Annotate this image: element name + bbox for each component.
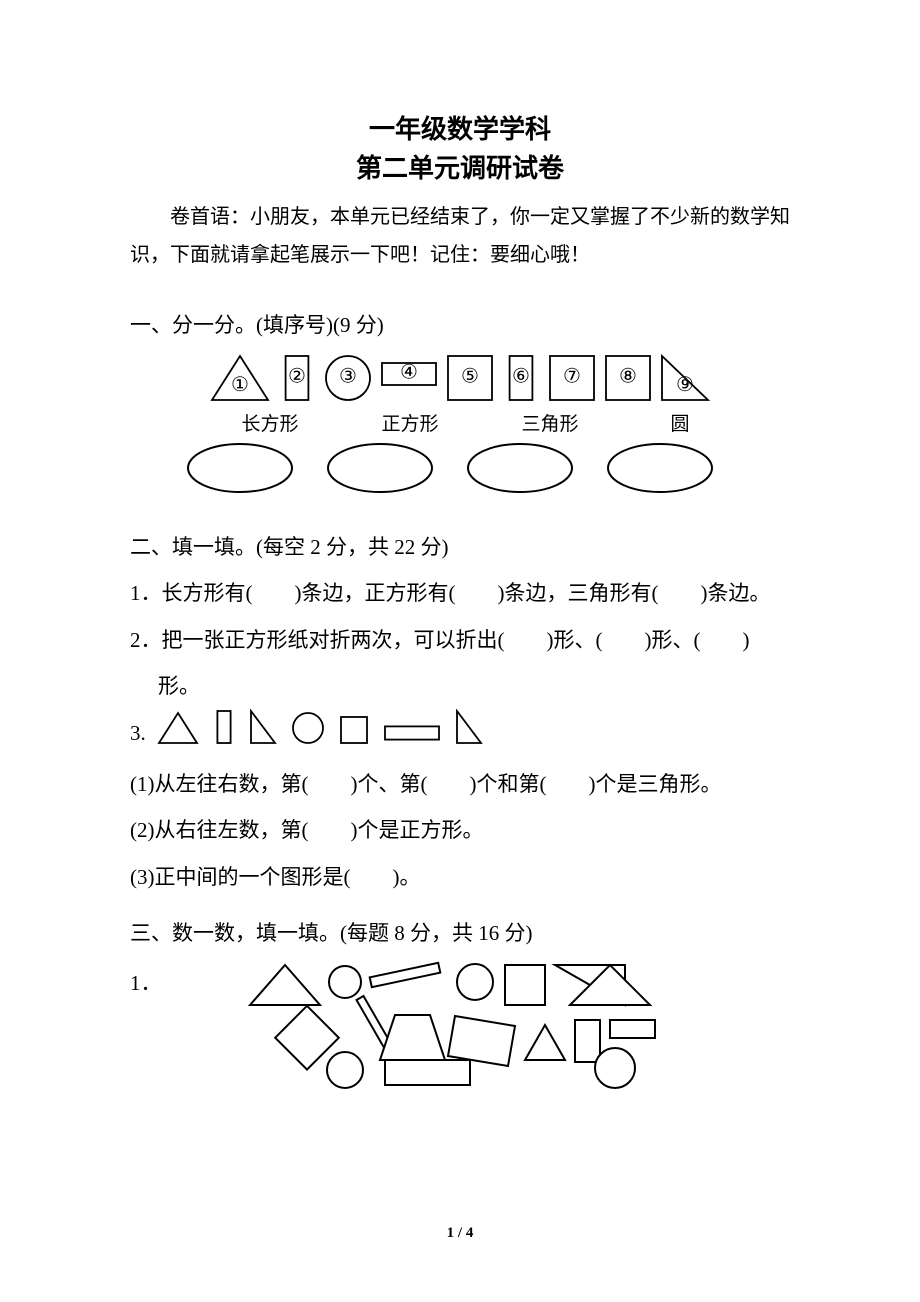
numbered-shape: ① xyxy=(210,354,270,407)
category-label: 长方形 xyxy=(200,409,340,436)
q3-shape xyxy=(249,709,277,761)
svg-text:④: ④ xyxy=(400,362,418,384)
q3-shape xyxy=(339,715,369,761)
section1-heading: 一、分一分。(填序号)(9 分) xyxy=(130,302,790,348)
section2-q3: 3. xyxy=(130,709,790,761)
q3-shape xyxy=(213,709,235,761)
svg-text:⑥: ⑥ xyxy=(512,366,530,388)
numbered-shape: ② xyxy=(278,354,316,407)
category-label: 三角形 xyxy=(480,409,620,436)
section1-labels: 长方形正方形三角形圆 xyxy=(200,409,790,436)
svg-text:②: ② xyxy=(288,366,306,388)
section2-heading: 二、填一填。(每空 2 分，共 22 分) xyxy=(130,524,790,570)
svg-text:①: ① xyxy=(231,374,249,396)
answer-oval xyxy=(465,440,605,496)
section2-q3-shapes xyxy=(157,709,483,761)
svg-text:⑦: ⑦ xyxy=(563,366,581,388)
answer-oval xyxy=(185,440,325,496)
intro-text: 卷首语：小朋友，本单元已经结束了，你一定又掌握了不少新的数学知识，下面就请拿起笔… xyxy=(130,198,790,274)
answer-oval xyxy=(605,440,725,496)
numbered-shape: ⑥ xyxy=(502,354,540,407)
category-label: 正方形 xyxy=(340,409,480,436)
section3-heading: 三、数一数，填一填。(每题 8 分，共 16 分) xyxy=(130,910,790,956)
answer-oval xyxy=(325,440,465,496)
section1-shape-row: ① ② ③ ④ ⑤ ⑥ ⑦ ⑧ ⑨ xyxy=(130,354,790,407)
section2-q3-label: 3. xyxy=(130,721,146,745)
page-number: 1 / 4 xyxy=(0,1225,920,1242)
section2-q2a: 2．把一张正方形纸对折两次，可以折出( )形、( )形、( ) xyxy=(130,617,790,663)
page-title-line1: 一年级数学学科 xyxy=(130,110,790,149)
svg-text:⑨: ⑨ xyxy=(676,374,694,396)
category-label: 圆 xyxy=(620,409,740,436)
section2-q3-1: (1)从左往右数，第( )个、第( )个和第( )个是三角形。 xyxy=(130,761,790,807)
q3-shape xyxy=(157,711,199,761)
svg-text:③: ③ xyxy=(339,366,357,388)
section2-q3-2: (2)从右往左数，第( )个是正方形。 xyxy=(130,807,790,853)
q3-shape xyxy=(455,709,483,761)
section1-oval-row xyxy=(185,440,790,496)
svg-text:⑧: ⑧ xyxy=(619,366,637,388)
q3-shape xyxy=(383,715,441,761)
numbered-shape: ⑤ xyxy=(446,354,494,407)
svg-text:⑤: ⑤ xyxy=(461,366,479,388)
numbered-shape: ④ xyxy=(380,354,438,407)
numbered-shape: ⑧ xyxy=(604,354,652,407)
numbered-shape: ⑨ xyxy=(660,354,710,407)
numbered-shape: ⑦ xyxy=(548,354,596,407)
section3-figure xyxy=(230,960,660,1095)
page-title-line2: 第二单元调研试卷 xyxy=(130,149,790,188)
section2-q2b: 形。 xyxy=(130,663,790,709)
section2-q3-3: (3)正中间的一个图形是( )。 xyxy=(130,854,790,900)
section2-q1: 1．长方形有( )条边，正方形有( )条边，三角形有( )条边。 xyxy=(130,570,790,616)
q3-shape xyxy=(291,711,325,761)
section3-q1-label: 1． xyxy=(130,960,230,1006)
numbered-shape: ③ xyxy=(324,354,372,407)
